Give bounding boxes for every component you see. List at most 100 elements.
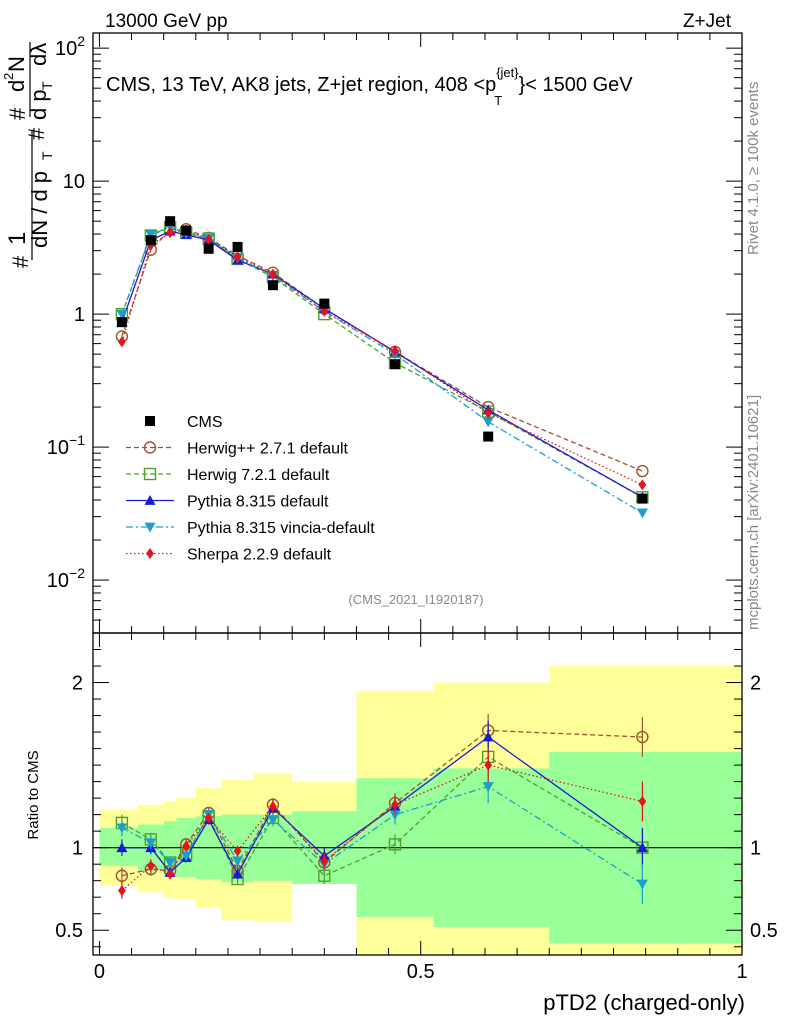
svg-text:2: 2 (1, 73, 16, 80)
svg-text:1: 1 (4, 232, 31, 245)
main-line-series-0 (121, 228, 643, 472)
legend-label-0: CMS (187, 414, 223, 431)
main-point-series-0-10 (636, 464, 649, 478)
svg-text:T: T (39, 151, 55, 160)
data-point-cms-3 (181, 225, 192, 236)
legend-marker-0 (145, 416, 155, 426)
ratio-point-series-4-10 (638, 795, 647, 807)
main-y-axis-title: # 1 dN / d p T # # d 2 N d p T dλ (1, 42, 55, 268)
x-tick-label-2: 1 (736, 961, 747, 983)
ratio-point-series-4-7 (320, 855, 329, 867)
rivet-version-label: Rivet 4.1.0, ≥ 100k events (745, 82, 762, 255)
ratio-point-series-3-3 (180, 851, 192, 862)
main-point-series-3-9 (482, 417, 494, 428)
ratio-band-stat-0 (99, 827, 138, 866)
header-process-label: Z+Jet (683, 11, 732, 32)
main-point-series-4-9 (484, 407, 493, 419)
data-point-cms-8 (390, 359, 401, 370)
legend-label-3: Pythia 8.315 default (187, 494, 329, 511)
legend-marker-1 (143, 441, 157, 454)
data-point-cms-2 (165, 216, 176, 227)
svg-text:#: # (5, 107, 30, 120)
legend-label-2: Herwig 7.2.1 default (187, 467, 330, 484)
ratio-point-series-3-9 (482, 782, 494, 793)
y-tick-label-1: 10−1 (47, 432, 85, 459)
ratio-point-series-4-6 (269, 800, 277, 812)
ratio-tick-label-left-1: 1 (72, 838, 83, 860)
ratio-point-series-2-0 (116, 842, 128, 853)
ratio-frame (92, 632, 743, 956)
data-point-cms-4 (203, 243, 214, 254)
legend-marker-4 (144, 522, 156, 533)
ratio-point-series-4-0 (118, 885, 126, 897)
ratio-point-series-0-10 (636, 730, 649, 744)
ratio-point-series-4-5 (233, 845, 242, 857)
ratio-point-series-4-2 (166, 868, 174, 880)
ratio-point-series-4-1 (146, 860, 155, 872)
ratio-point-series-3-6 (267, 815, 279, 826)
ratio-tick-label-left-2: 2 (72, 673, 83, 695)
ratio-tick-label-right-2: 2 (750, 673, 761, 695)
y-tick-label-0: 10−2 (47, 565, 85, 592)
main-point-series-4-4 (204, 233, 213, 245)
ratio-point-series-2-9 (482, 731, 494, 742)
mcplots-reference-label: mcplots.cern.ch [arXiv:2401.10621] (745, 395, 762, 630)
legend-label-1: Herwig++ 2.7.1 default (187, 441, 349, 458)
svg-text:T: T (39, 81, 55, 90)
y-tick-label-4: 102 (55, 33, 85, 60)
ratio-point-series-3-0 (116, 823, 128, 834)
ratio-point-series-1-8 (388, 838, 402, 851)
ratio-line-series-4 (121, 764, 643, 892)
ratio-point-series-0-0 (115, 869, 129, 882)
ratio-y-axis-title: Ratio to CMS (25, 750, 42, 839)
main-point-series-4-0 (118, 336, 126, 348)
data-point-cms-7 (319, 298, 330, 309)
ratio-tick-label-left-0: 0.5 (55, 920, 83, 942)
ratio-point-series-3-8 (389, 810, 401, 821)
svg-text:#: # (8, 255, 33, 268)
analysis-watermark: (CMS_2021_I1920187) (348, 592, 483, 607)
ratio-point-series-3-1 (145, 838, 157, 849)
ratio-point-series-4-8 (391, 799, 399, 811)
svg-text:N: N (4, 56, 29, 72)
main-point-series-4-6 (269, 268, 277, 280)
svg-text:d p: d p (26, 89, 51, 120)
plot-title: CMS, 13 TeV, AK8 jets, Z+jet region, 408… (106, 65, 633, 108)
header-energy-label: 13000 GeV pp (105, 11, 228, 32)
ratio-line-series-3 (121, 785, 643, 885)
data-point-cms-5 (232, 241, 243, 252)
data-point-cms-6 (267, 280, 278, 291)
main-point-series-3-0 (116, 309, 128, 320)
main-point-series-4-5 (233, 251, 242, 263)
legend-marker-2 (143, 467, 157, 481)
y-tick-label-2: 1 (74, 304, 85, 326)
main-frame (92, 32, 743, 634)
data-point-cms-1 (145, 235, 156, 246)
ratio-point-series-3-10 (636, 879, 648, 890)
x-tick-label-1: 0.5 (407, 961, 435, 983)
legend-label-5: Sherpa 2.2.9 default (187, 547, 332, 564)
ratio-point-series-2-5 (232, 868, 244, 879)
svg-text:dλ: dλ (26, 43, 51, 66)
ratio-line-series-0 (121, 729, 643, 877)
x-tick-label-0: 0 (94, 961, 105, 983)
main-point-series-4-2 (166, 227, 174, 239)
svg-text:CMS, 13 TeV, AK8 jets, Z+jet r: CMS, 13 TeV, AK8 jets, Z+jet region, 408… (106, 65, 633, 108)
ratio-point-series-4-4 (204, 812, 213, 824)
data-point-cms-0 (116, 317, 127, 328)
svg-text:dN / d p: dN / d p (27, 171, 52, 248)
ratio-tick-label-right-1: 1 (750, 838, 761, 860)
ratio-point-series-4-9 (484, 759, 493, 771)
legend-label-4: Pythia 8.315 vincia-default (187, 520, 375, 537)
main-line-series-4 (121, 229, 643, 486)
ratio-point-series-2-10 (636, 842, 648, 853)
y-tick-label-3: 10 (63, 171, 85, 193)
ratio-point-series-3-5 (232, 856, 244, 867)
data-point-cms-9 (483, 431, 494, 442)
ratio-point-series-4-3 (182, 840, 191, 852)
svg-text:#: # (24, 127, 49, 140)
data-point-cms-10 (637, 493, 648, 504)
x-axis-title: pTD2 (charged-only) (543, 990, 745, 1015)
legend-marker-5 (146, 548, 154, 559)
